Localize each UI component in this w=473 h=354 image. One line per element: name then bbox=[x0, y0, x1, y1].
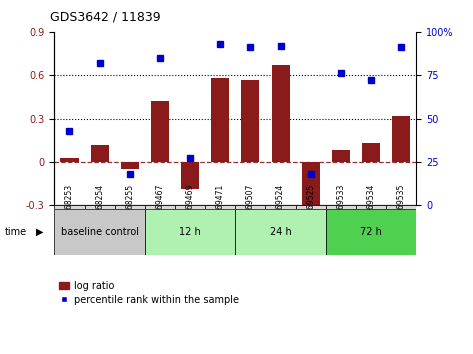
Bar bbox=[205, 205, 235, 209]
Text: GSM269469: GSM269469 bbox=[185, 184, 194, 230]
Bar bbox=[121, 162, 139, 169]
Text: GSM269471: GSM269471 bbox=[216, 184, 225, 230]
Bar bbox=[211, 78, 229, 162]
Bar bbox=[356, 205, 386, 209]
Bar bbox=[326, 205, 356, 209]
Legend: log ratio, percentile rank within the sample: log ratio, percentile rank within the sa… bbox=[59, 281, 239, 305]
Text: GSM269507: GSM269507 bbox=[246, 184, 255, 230]
Bar bbox=[302, 162, 320, 208]
Text: GSM268253: GSM268253 bbox=[65, 184, 74, 230]
Bar bbox=[181, 162, 199, 189]
Bar bbox=[362, 143, 380, 162]
Text: GSM268254: GSM268254 bbox=[95, 184, 104, 230]
Text: baseline control: baseline control bbox=[61, 227, 139, 237]
Bar bbox=[61, 158, 79, 162]
Bar bbox=[241, 80, 259, 162]
Text: 24 h: 24 h bbox=[270, 227, 291, 237]
Bar bbox=[235, 209, 326, 255]
Bar bbox=[85, 205, 114, 209]
Bar bbox=[91, 144, 109, 162]
Text: GSM269534: GSM269534 bbox=[367, 184, 376, 230]
Bar bbox=[235, 205, 265, 209]
Text: GSM269535: GSM269535 bbox=[397, 184, 406, 230]
Bar bbox=[54, 209, 145, 255]
Bar bbox=[386, 205, 416, 209]
Bar bbox=[114, 205, 145, 209]
Bar bbox=[145, 205, 175, 209]
Text: 72 h: 72 h bbox=[360, 227, 382, 237]
Text: GSM269467: GSM269467 bbox=[156, 184, 165, 230]
Text: 12 h: 12 h bbox=[179, 227, 201, 237]
Text: GSM269525: GSM269525 bbox=[306, 184, 315, 230]
Bar bbox=[265, 205, 296, 209]
Bar bbox=[151, 101, 169, 162]
Text: GDS3642 / 11839: GDS3642 / 11839 bbox=[50, 11, 160, 24]
Bar bbox=[296, 205, 326, 209]
Text: time: time bbox=[5, 227, 27, 237]
Bar bbox=[175, 205, 205, 209]
Bar bbox=[392, 116, 410, 162]
Text: GSM269533: GSM269533 bbox=[336, 184, 345, 230]
Text: GSM268255: GSM268255 bbox=[125, 184, 134, 230]
Bar bbox=[54, 205, 85, 209]
Text: ▶: ▶ bbox=[35, 227, 43, 237]
Bar bbox=[272, 65, 289, 162]
Bar bbox=[326, 209, 416, 255]
Bar bbox=[332, 150, 350, 162]
Bar bbox=[145, 209, 235, 255]
Text: GSM269524: GSM269524 bbox=[276, 184, 285, 230]
